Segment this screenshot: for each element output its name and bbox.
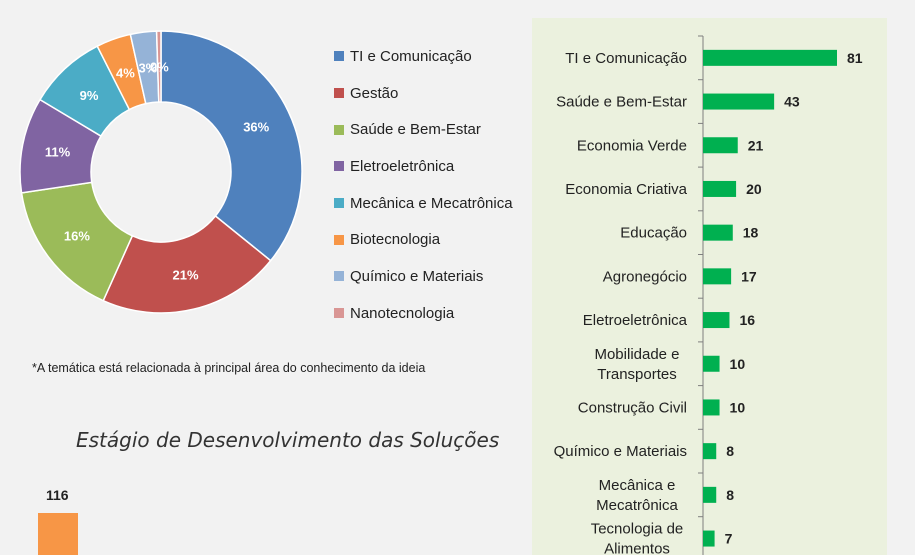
legend-item: Saúde e Bem-Estar <box>334 111 513 148</box>
bar-value-label: 18 <box>743 225 759 241</box>
legend-label: Nanotecnologia <box>350 304 455 322</box>
bar <box>703 180 737 197</box>
donut-slice <box>102 214 272 314</box>
bar-value-label: 20 <box>746 181 762 197</box>
stage-chart-title: Estágio de Desenvolvimento das Soluções <box>76 428 500 452</box>
themes-bar-svg: 81 TI e Comunicação 43 Saúde e Bem-Estar 21 E… <box>554 35 863 555</box>
category-label: Químico e Materiais <box>554 443 687 460</box>
legend-item: Nanotecnologia <box>334 295 513 332</box>
donut-slice-label: 16% <box>64 229 90 244</box>
legend-item: TI e Comunicação <box>334 38 513 75</box>
legend-label: Eletroeletrônica <box>350 157 455 175</box>
donut-legend: TI e Comunicação Gestão Saúde e Bem-Estar E… <box>334 38 513 332</box>
stage-bar-value: 116 <box>46 487 69 503</box>
bar-value-label: 81 <box>847 50 863 66</box>
donut-slice-label: 36% <box>243 120 269 135</box>
donut-slice-label: 0% <box>150 60 169 75</box>
bar-value-label: 8 <box>726 443 734 459</box>
donut-slice-label: 11% <box>45 145 71 160</box>
legend-swatch <box>334 198 344 209</box>
footnote: *A temática está relacionada à principal… <box>32 361 426 375</box>
category-label: Tecnologia de Alimentos <box>591 521 684 555</box>
bar-value-label: 8 <box>726 487 734 503</box>
legend-item: Biotecnologia <box>334 221 513 258</box>
stage-bar <box>38 513 78 555</box>
legend-item: Mecânica e Mecatrônica <box>334 185 513 222</box>
bar <box>703 93 775 110</box>
category-label: TI e Comunicação <box>565 50 687 67</box>
legend-swatch <box>334 88 344 99</box>
category-label: Construção Civil <box>578 399 687 416</box>
donut-slice-label: 21% <box>172 268 198 283</box>
bar-value-label: 10 <box>730 399 746 415</box>
bar-value-label: 17 <box>741 268 757 284</box>
donut-slice <box>160 30 303 262</box>
bar <box>703 268 732 285</box>
donut-chart: 36% 21% 16% 11% 9% 4% 3%0% <box>19 30 303 314</box>
legend-label: Saúde e Bem-Estar <box>350 121 481 139</box>
legend-swatch <box>334 308 344 319</box>
bar-value-label: 43 <box>784 94 800 110</box>
bar <box>703 137 738 154</box>
category-label: Economia Verde <box>577 137 687 154</box>
category-label: Mobilidade e Transportes <box>594 346 679 383</box>
legend-swatch <box>334 271 344 282</box>
legend-item: Gestão <box>334 75 513 112</box>
legend-label: Mecânica e Mecatrônica <box>350 194 513 212</box>
bar <box>703 355 720 372</box>
category-label: Mecânica e Mecatrônica <box>596 477 678 514</box>
bar-value-label: 21 <box>748 137 764 153</box>
bar-value-label: 10 <box>730 356 746 372</box>
bar <box>703 486 717 503</box>
donut-slice-label: 4% <box>116 66 135 81</box>
category-label: Agronegócio <box>603 268 687 285</box>
legend-swatch <box>334 51 344 62</box>
themes-bar-chart: 81 TI e Comunicação 43 Saúde e Bem-Estar 21 E… <box>532 18 887 555</box>
legend-label: Biotecnologia <box>350 231 441 249</box>
donut-slice-label: 3% <box>138 60 157 75</box>
bar <box>703 530 715 547</box>
category-label: Economia Criativa <box>565 181 687 198</box>
bar <box>703 443 717 460</box>
bar <box>703 399 720 416</box>
bar-value-label: 16 <box>739 312 755 328</box>
bar-value-label: 7 <box>725 531 733 547</box>
legend-label: TI e Comunicação <box>350 47 472 65</box>
legend-swatch <box>334 234 344 245</box>
legend-label: Gestão <box>350 84 399 102</box>
bar <box>703 49 837 66</box>
legend-item: Eletroeletrônica <box>334 148 513 185</box>
donut-slice-label: 9% <box>80 88 99 103</box>
legend-swatch <box>334 161 344 172</box>
donut-slice <box>155 30 162 103</box>
bar <box>703 224 733 241</box>
legend-item: Químico e Materiais <box>334 258 513 295</box>
category-label: Eletroeletrônica <box>583 312 688 329</box>
category-label: Saúde e Bem-Estar <box>556 94 687 111</box>
bar <box>703 312 730 329</box>
legend-label: Químico e Materiais <box>350 267 484 285</box>
legend-swatch <box>334 124 344 135</box>
category-label: Educação <box>620 225 687 242</box>
